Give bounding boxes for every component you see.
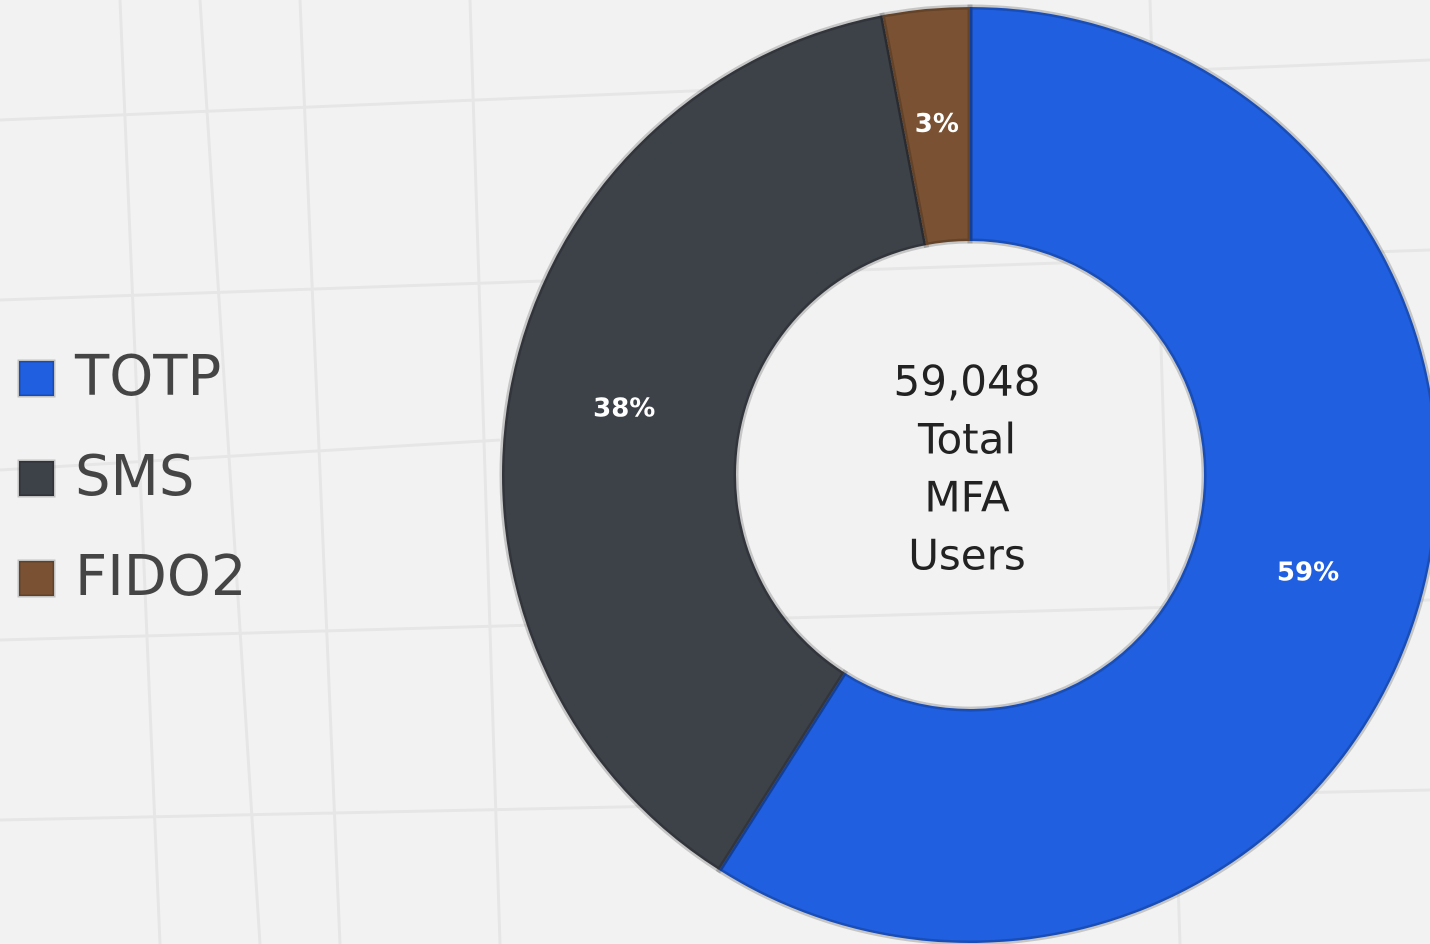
legend-text: SMS <box>75 444 194 509</box>
center-text: MFA <box>924 473 1010 522</box>
center-text: Total <box>917 415 1016 464</box>
legend-swatch <box>17 459 56 498</box>
value-label: 38% <box>593 394 655 424</box>
legend-swatch <box>17 559 56 598</box>
legend-swatch <box>17 359 56 398</box>
legend-text: FIDO2 <box>75 544 247 609</box>
donut-slice <box>879 4 973 249</box>
value-label: 3% <box>915 109 959 139</box>
value-label: 59% <box>1277 558 1339 588</box>
center-text: 59,048 <box>894 357 1041 406</box>
donut-slice <box>499 12 930 874</box>
legend-text: TOTP <box>74 344 221 409</box>
center-text: Users <box>908 531 1026 580</box>
donut-slice <box>715 4 1430 944</box>
